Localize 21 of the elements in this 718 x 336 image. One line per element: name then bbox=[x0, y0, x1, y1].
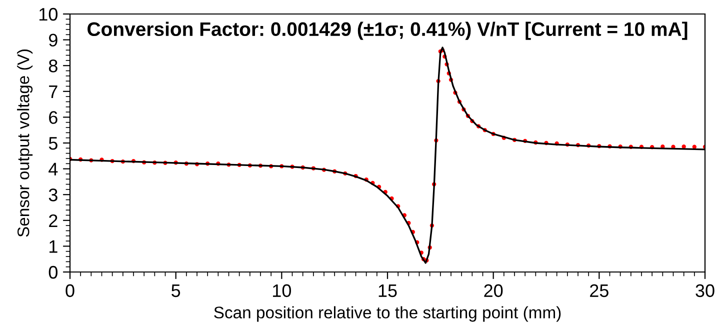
y-tick-label: 3 bbox=[48, 188, 58, 202]
x-tick-label: 0 bbox=[66, 284, 74, 298]
y-axis-title: Sensor output voltage (V) bbox=[17, 50, 33, 237]
y-tick-label: 9 bbox=[49, 34, 58, 47]
chart-title: Conversion Factor: 0.001429 (±1σ; 0.41%) V/nT [Current = 10 mA] bbox=[88, 22, 688, 40]
x-axis-title: Scan position relative to the starting point (mm) bbox=[214, 306, 561, 322]
x-tick-label: 25 bbox=[590, 284, 608, 298]
x-tick-label: 30 bbox=[696, 284, 714, 298]
x-tick-label: 20 bbox=[484, 284, 503, 298]
y-tick-label: 10 bbox=[39, 8, 58, 21]
y-tick-label: 2 bbox=[49, 214, 58, 227]
y-tick-label: 6 bbox=[49, 111, 58, 124]
y-tick-label: 0 bbox=[48, 266, 58, 279]
y-tick-label: 7 bbox=[49, 86, 58, 98]
x-tick-label: 15 bbox=[378, 284, 397, 298]
y-tick-label: 1 bbox=[50, 240, 58, 253]
x-tick-label: 10 bbox=[273, 284, 292, 298]
y-tick-label: 8 bbox=[48, 60, 58, 72]
x-tick-label: 5 bbox=[172, 284, 180, 298]
y-tick-label: 5 bbox=[48, 137, 58, 150]
y-tick-label: 4 bbox=[48, 162, 58, 176]
